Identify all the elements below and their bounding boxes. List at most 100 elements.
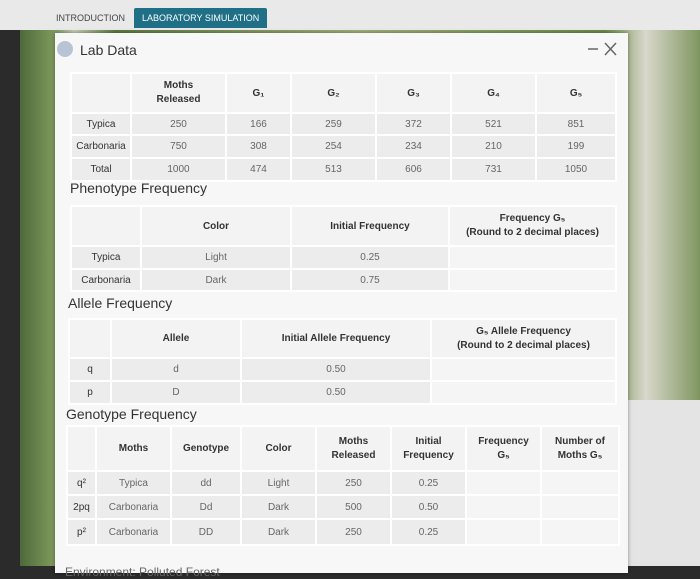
cell: Dark (240, 518, 317, 546)
cell: 851 (535, 112, 617, 136)
header-line: G₅ Allele Frequency (476, 325, 571, 337)
input-cell[interactable] (430, 380, 617, 405)
input-cell[interactable] (448, 245, 617, 270)
header-cell: G₃ (375, 72, 452, 114)
row-label: Carbonaria (70, 268, 142, 292)
input-cell[interactable] (540, 518, 620, 546)
header-cell: G₅ Allele Frequency (Round to 2 decimal p… (430, 318, 617, 359)
header-line: Number of (555, 435, 605, 447)
window-controls[interactable] (586, 39, 620, 59)
row-label: q² (66, 470, 97, 496)
cell: 750 (130, 134, 227, 159)
header-line: (Round to 2 decimal places) (466, 227, 599, 238)
header-cell: G₁ (225, 72, 292, 114)
input-cell[interactable] (430, 357, 617, 382)
row: Carbonaria Dark 0.75 (70, 268, 617, 292)
header-cell: Genotype (170, 425, 242, 472)
header-row: Color Initial Frequency Frequency G₅ (Round… (70, 205, 617, 247)
header-cell: Number of Moths G₅ (540, 425, 620, 472)
side-pane (628, 400, 700, 566)
row-label: Carbonaria (70, 134, 132, 159)
row: q d 0.50 (68, 357, 617, 382)
cell: 250 (315, 470, 392, 496)
cell: 308 (225, 134, 292, 159)
cell: 0.50 (390, 494, 467, 520)
cell: DD (170, 518, 242, 546)
results-table: Moths Released G₁ G₂ G₃ G₄ G₅ Typica 250 166 259 37… (70, 72, 617, 182)
row: p² Carbonaria DD Dark 250 0.25 (66, 518, 620, 546)
tab-active[interactable]: LABORATORY SIMULATION (134, 8, 268, 28)
row: Typica 250 166 259 372 521 851 (70, 112, 617, 136)
cell: 1050 (535, 157, 617, 182)
header-cell: Frequency G₅ (465, 425, 542, 472)
row: Carbonaria 750 308 254 234 210 199 (70, 134, 617, 159)
header-cell: Initial Frequency (390, 425, 467, 472)
cell: d (110, 357, 242, 382)
panel-icon (57, 41, 73, 57)
cell: 474 (225, 157, 292, 182)
cell: 1000 (130, 157, 227, 182)
panel-title: Lab Data (80, 42, 137, 58)
cell: Carbonaria (95, 518, 172, 546)
header-line: Moths (338, 435, 369, 447)
header-line: Released (331, 449, 376, 461)
row: q² Typica dd Light 250 0.25 (66, 470, 620, 496)
phenotype-table: Color Initial Frequency Frequency G₅ (Round… (70, 205, 617, 292)
genotype-table: Moths Genotype Color Moths Released Initial Fr… (66, 425, 620, 546)
header-cell (70, 72, 132, 114)
section-title: Phenotype Frequency (70, 180, 207, 196)
cell: 250 (130, 112, 227, 136)
cell: Dark (240, 494, 317, 520)
cell: D (110, 380, 242, 405)
cell: 234 (375, 134, 452, 159)
environment-label: Environment: Polluted Forest (65, 565, 220, 579)
header-cell: Allele (110, 318, 242, 359)
cell: 513 (290, 157, 377, 182)
row: p D 0.50 (68, 380, 617, 405)
header-cell: Color (140, 205, 292, 247)
cell: Dark (140, 268, 292, 292)
header-cell: Frequency G₅ (Round to 2 decimal places) (448, 205, 617, 247)
input-cell[interactable] (465, 494, 542, 520)
cell: 259 (290, 112, 377, 136)
header-line: Frequency (403, 449, 454, 461)
row-label: Total (70, 157, 132, 182)
cell: 0.50 (240, 357, 432, 382)
tab[interactable]: INTRODUCTION (56, 13, 125, 23)
input-cell[interactable] (448, 268, 617, 292)
cell: 731 (450, 157, 537, 182)
cell: 0.25 (290, 245, 450, 270)
row-label: p² (66, 518, 97, 546)
header-line: Moths G₅ (557, 449, 603, 461)
cell: Carbonaria (95, 494, 172, 520)
header-row: Allele Initial Allele Frequency G₅ Allele … (68, 318, 617, 359)
top-bar: INTRODUCTION LABORATORY SIMULATION (0, 0, 700, 30)
header-cell: G₅ (535, 72, 617, 114)
cell: 0.25 (390, 518, 467, 546)
header-cell (68, 318, 112, 359)
cell: 0.50 (240, 380, 432, 405)
cell: 254 (290, 134, 377, 159)
input-cell[interactable] (465, 470, 542, 496)
cell: 0.25 (390, 470, 467, 496)
header-cell: Moths (95, 425, 172, 472)
header-line: Frequency G₅ (499, 213, 566, 224)
header-cell: G₄ (450, 72, 537, 114)
header-line: Initial (415, 435, 442, 447)
cell: 521 (450, 112, 537, 136)
allele-table: Allele Initial Allele Frequency G₅ Allele … (68, 318, 617, 405)
cell: 250 (315, 518, 392, 546)
header-cell: Moths Released (130, 72, 227, 114)
header-line: Released (156, 94, 201, 105)
input-cell[interactable] (540, 494, 620, 520)
cell: Light (240, 470, 317, 496)
row: Total 1000 474 513 606 731 1050 (70, 157, 617, 182)
cell: 606 (375, 157, 452, 182)
cell: 199 (535, 134, 617, 159)
row-label: p (68, 380, 112, 405)
row-label: Typica (70, 112, 132, 136)
lab-data-panel: Lab Data Phenotype Frequency Allele Freq… (55, 33, 628, 579)
input-cell[interactable] (540, 470, 620, 496)
input-cell[interactable] (465, 518, 542, 546)
